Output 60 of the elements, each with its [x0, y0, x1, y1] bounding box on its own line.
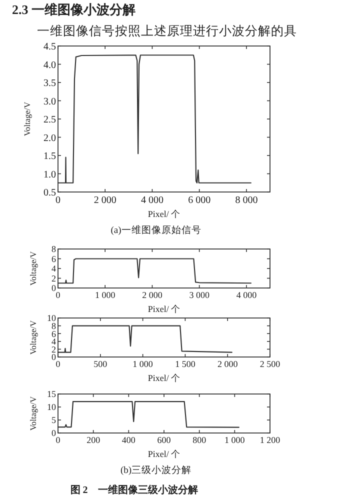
ytick: 8: [52, 244, 56, 254]
ytick: 4: [52, 264, 56, 274]
ytick: 1.0: [44, 169, 56, 180]
ytick: 4.5: [44, 42, 56, 52]
title: 2.3 一维图像小波分解: [12, 2, 136, 17]
xtick: 2 000: [142, 290, 162, 300]
xtick: 0: [56, 195, 60, 206]
ytick: 10: [47, 313, 56, 324]
xtick: 3 000: [189, 290, 210, 300]
ylabel: Voltage/V: [28, 320, 38, 355]
ytick: 3.5: [44, 78, 56, 89]
xtick: 800: [192, 435, 206, 445]
ytick: 0: [52, 428, 56, 438]
ytick: 10: [47, 402, 56, 412]
ytick: 0: [52, 352, 56, 362]
ytick: 4: [52, 336, 56, 347]
xtick: 1 000: [224, 435, 245, 445]
xlabel: Pixel/ 个: [148, 304, 180, 314]
xtick: 4 000: [140, 195, 164, 206]
xtick: 8 000: [235, 195, 258, 206]
ytick: 15: [47, 389, 56, 400]
ylabel: Voltage/V: [22, 102, 32, 136]
ytick: 2.5: [44, 114, 56, 126]
xlabel: Pixel/ 个: [148, 373, 180, 383]
ytick: 2: [52, 344, 56, 354]
xtick: 1 500: [175, 359, 196, 369]
ytick: 2: [52, 273, 56, 284]
xtick: 400: [122, 435, 136, 445]
xlabel: Pixel/ 个: [148, 209, 180, 219]
ytick: 6: [52, 254, 56, 264]
annotation: (b)三级小波分解: [120, 466, 192, 476]
ylabel: Voltage/V: [28, 251, 38, 286]
xtick: 1 000: [132, 359, 153, 369]
xtick: 2 500: [260, 359, 280, 369]
xtick: 2 000: [94, 195, 116, 206]
xtick: 1 000: [94, 290, 116, 300]
ytick: 2.0: [44, 132, 56, 144]
xtick: 500: [94, 359, 108, 369]
subtitle: 一维图像信号按照上述原理进行小波分解的具: [37, 24, 297, 38]
ytick: 3.0: [44, 96, 56, 108]
xtick: 4 000: [236, 290, 257, 300]
ytick: 8: [52, 320, 56, 331]
xtick: 0: [56, 290, 60, 300]
xtick: 200: [86, 435, 100, 445]
annotation: (a)一维图像原始信号: [110, 226, 202, 236]
xlabel: Pixel/ 个: [148, 449, 180, 459]
ytick: 0.5: [44, 188, 56, 198]
ytick: 4.0: [44, 60, 56, 71]
xtick: 0: [56, 435, 60, 445]
ytick: 1.5: [44, 151, 56, 162]
xtick: 6 000: [188, 195, 211, 206]
xtick: 2 000: [217, 359, 238, 369]
ylabel: Voltage/V: [28, 396, 38, 431]
annotation: 图 2 一维图像三级小波分解: [70, 485, 198, 496]
ytick: 0: [52, 283, 56, 294]
xtick: 1 200: [260, 435, 280, 445]
ytick: 5: [52, 415, 56, 426]
xtick: 0: [56, 359, 60, 369]
xtick: 600: [157, 435, 171, 445]
ytick: 6: [52, 328, 56, 339]
